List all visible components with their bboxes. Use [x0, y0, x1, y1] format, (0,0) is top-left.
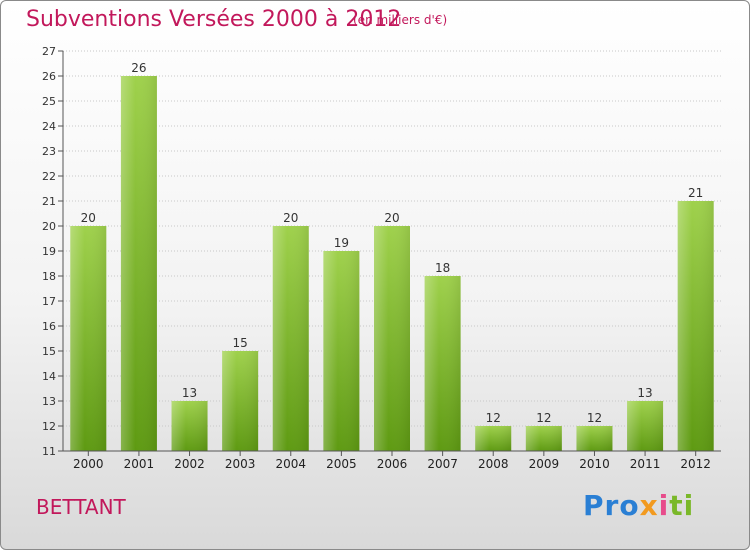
bar-value-label: 18 [435, 261, 450, 275]
logo-part: Pro [583, 489, 640, 522]
y-tick-label: 18 [42, 270, 56, 283]
bar-value-label: 20 [384, 211, 399, 225]
x-tick-label: 2008 [478, 457, 509, 471]
x-tick-label: 2004 [275, 457, 306, 471]
y-tick-label: 14 [42, 370, 56, 383]
y-tick-label: 27 [42, 45, 56, 58]
bar-highlight [70, 226, 107, 451]
bar-value-label: 20 [283, 211, 298, 225]
bar-highlight [120, 76, 157, 451]
bar-highlight [576, 426, 613, 451]
bar-highlight [677, 201, 714, 451]
x-tick-label: 2003 [225, 457, 256, 471]
bars: 20 26 13 15 20 19 20 18 12 12 12 13 21 [70, 61, 714, 451]
x-tick-label: 2010 [579, 457, 610, 471]
bar-value-label: 26 [131, 61, 146, 75]
y-tick-label: 24 [42, 120, 56, 133]
bar-highlight [222, 351, 259, 451]
y-tick-label: 12 [42, 420, 56, 433]
y-tick-label: 11 [42, 445, 56, 458]
bar-highlight [424, 276, 461, 451]
y-tick-label: 21 [42, 195, 56, 208]
x-tick-label: 2012 [680, 457, 711, 471]
y-tick-label: 15 [42, 345, 56, 358]
x-tick-label: 2009 [529, 457, 560, 471]
y-tick-label: 26 [42, 70, 56, 83]
bar-value-label: 19 [334, 236, 349, 250]
logo-part: x [639, 489, 659, 522]
bar-highlight [627, 401, 664, 451]
bar-highlight [525, 426, 562, 451]
axes: 11 12 13 14 15 16 17 18 19 20 21 22 23 24 25 26 27 2000 20… [42, 45, 721, 471]
commune-name: BETTANT [36, 495, 126, 519]
x-tick-label: 2001 [124, 457, 155, 471]
x-tick-label: 2006 [377, 457, 408, 471]
x-tick-label: 2000 [73, 457, 104, 471]
y-tick-label: 19 [42, 245, 56, 258]
proxiti-logo[interactable]: Proxiti [583, 489, 694, 522]
x-tick-label: 2002 [174, 457, 205, 471]
bar-value-label: 12 [587, 411, 602, 425]
bar-value-label: 12 [536, 411, 551, 425]
bar-highlight [374, 226, 410, 451]
bar-value-label: 13 [182, 386, 197, 400]
y-tick-label: 20 [42, 220, 56, 233]
bar-value-label: 21 [688, 186, 703, 200]
bar-value-label: 13 [637, 386, 652, 400]
bar-highlight [323, 251, 360, 451]
logo-part: ti [669, 489, 695, 522]
y-tick-label: 17 [42, 295, 56, 308]
bar-highlight [475, 426, 512, 451]
x-tick-label: 2011 [630, 457, 661, 471]
y-tick-label: 23 [42, 145, 56, 158]
logo-part: i [658, 489, 670, 522]
bar-value-label: 20 [81, 211, 96, 225]
chart-subtitle: (en milliers d'€) [353, 13, 448, 27]
bar-value-label: 12 [486, 411, 501, 425]
x-tick-label: 2007 [427, 457, 458, 471]
chart-title: Subventions Versées 2000 à 2012 [26, 7, 402, 32]
bar-highlight [272, 226, 309, 451]
bar-highlight [171, 401, 208, 451]
y-tick-label: 25 [42, 95, 56, 108]
bar-value-label: 15 [233, 336, 248, 350]
x-tick-label: 2005 [326, 457, 357, 471]
y-tick-label: 13 [42, 395, 56, 408]
y-tick-label: 22 [42, 170, 56, 183]
y-tick-label: 16 [42, 320, 56, 333]
